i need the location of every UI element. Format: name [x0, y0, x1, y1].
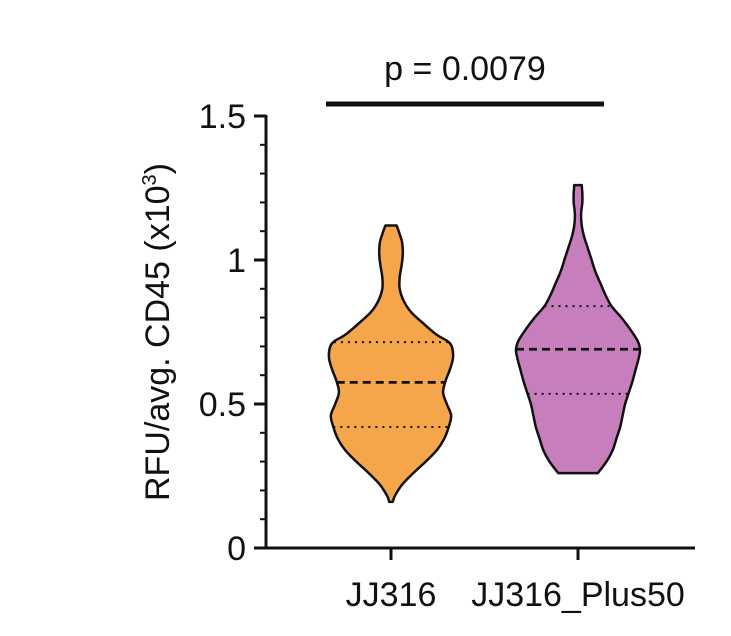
violins-group: [327, 183, 642, 504]
violin-body: [327, 224, 455, 504]
x-category-label: JJ316: [346, 576, 437, 614]
y-tick-label: 1: [227, 242, 246, 280]
violin-body: [514, 183, 642, 475]
y-tick-label: 1.5: [199, 98, 246, 136]
x-category-label: JJ316_Plus50: [471, 576, 685, 614]
p-value-text: p = 0.0079: [384, 50, 546, 88]
p-value-annotation: p = 0.0079: [326, 50, 604, 107]
y-tick-label: 0.5: [199, 386, 246, 424]
y-axis-label: RFU/avg. CD45 (x103): [139, 163, 177, 501]
y-axis-label-main: RFU/avg. CD45 (x10: [139, 185, 177, 501]
violin-jj316: [327, 224, 455, 504]
violin-jj316-plus50: [514, 183, 642, 475]
axes: 0 0.5 1 1.5 JJ316 JJ316_Plus50: [199, 98, 695, 614]
y-axis-label-superscript: 3: [139, 174, 161, 185]
y-tick-label: 0: [227, 530, 246, 568]
y-axis-label-close: ): [139, 163, 177, 174]
